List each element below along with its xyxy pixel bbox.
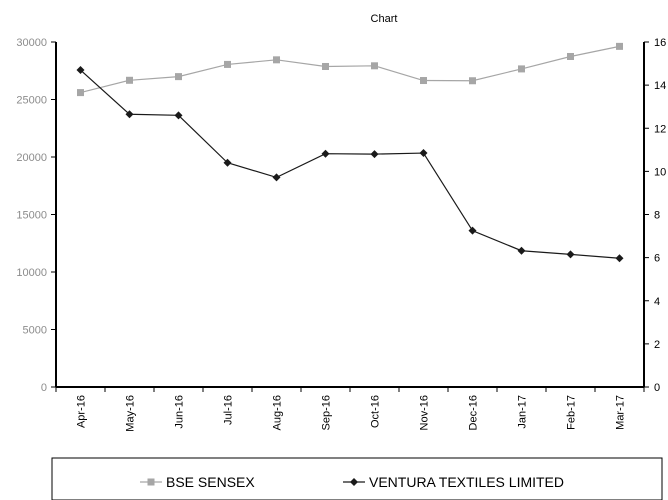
left-tick-label: 5000 — [23, 325, 47, 337]
plot-area — [76, 42, 624, 263]
data-point — [419, 149, 428, 158]
left-tick-label: 25000 — [16, 95, 47, 107]
left-tick-label: 10000 — [16, 267, 47, 279]
data-point — [371, 62, 378, 70]
data-point — [469, 77, 476, 85]
left-tick-label: 15000 — [16, 210, 47, 222]
data-point — [615, 254, 624, 263]
data-point — [321, 149, 330, 158]
data-point — [174, 111, 183, 120]
right-tick-label: 14 — [654, 80, 666, 92]
legend-label: BSE SENSEX — [166, 474, 255, 490]
x-tick-label: Feb-17 — [566, 395, 578, 430]
series-line — [80, 45, 620, 94]
data-point — [272, 173, 281, 182]
right-tick-label: 2 — [654, 339, 660, 351]
data-point — [420, 77, 427, 85]
data-point — [616, 42, 623, 50]
data-point — [517, 246, 526, 255]
data-point — [468, 226, 477, 235]
data-point — [567, 52, 574, 60]
data-point — [273, 56, 280, 64]
data-point — [566, 250, 575, 259]
legend-box — [51, 457, 663, 500]
data-point — [322, 62, 329, 70]
x-tick-label: Jun-16 — [174, 395, 186, 429]
x-tick-label: Mar-17 — [615, 395, 627, 430]
legend-swatch-marker — [350, 478, 358, 486]
legend-swatch-marker — [147, 478, 155, 486]
data-point — [175, 73, 182, 81]
right-tick-label: 4 — [654, 296, 660, 308]
axes: 0 5000 10000 15000 20000 25000 30000 0 2 4 6 8 10 12 1… — [16, 37, 666, 432]
data-point — [518, 65, 525, 73]
right-tick-label: 10 — [654, 166, 666, 178]
data-point — [223, 158, 232, 167]
left-tick-label: 0 — [41, 382, 47, 394]
legend-label: VENTURA TEXTILES LIMITED — [369, 474, 564, 490]
series-line — [80, 69, 620, 259]
chart-title: Chart — [371, 13, 398, 25]
data-point — [76, 66, 85, 75]
left-tick-label: 30000 — [16, 37, 47, 49]
series-1 — [77, 42, 623, 97]
x-tick-label: Dec-16 — [468, 395, 480, 430]
right-tick-label: 0 — [654, 382, 660, 394]
x-tick-label: Aug-16 — [272, 395, 284, 430]
left-tick-label: 20000 — [16, 152, 47, 164]
data-point — [224, 60, 231, 68]
data-point — [126, 76, 133, 84]
x-tick-label: Sep-16 — [321, 395, 333, 430]
x-tick-label: Oct-16 — [370, 395, 382, 428]
series-2 — [76, 66, 624, 263]
right-tick-label: 12 — [654, 123, 666, 135]
right-tick-label: 6 — [654, 253, 660, 265]
x-tick-label: Jan-17 — [517, 395, 529, 429]
data-point — [77, 89, 84, 97]
x-tick-label: Nov-16 — [419, 395, 431, 430]
x-tick-label: Jul-16 — [223, 395, 235, 425]
data-point — [125, 110, 134, 119]
right-tick-label: 16 — [654, 37, 666, 49]
legend: BSE SENSEX VENTURA TEXTILES LIMITED — [51, 457, 663, 500]
x-tick-label: May-16 — [125, 395, 137, 432]
right-tick-label: 8 — [654, 210, 660, 222]
x-tick-label: Apr-16 — [76, 395, 88, 428]
data-point — [370, 150, 379, 159]
